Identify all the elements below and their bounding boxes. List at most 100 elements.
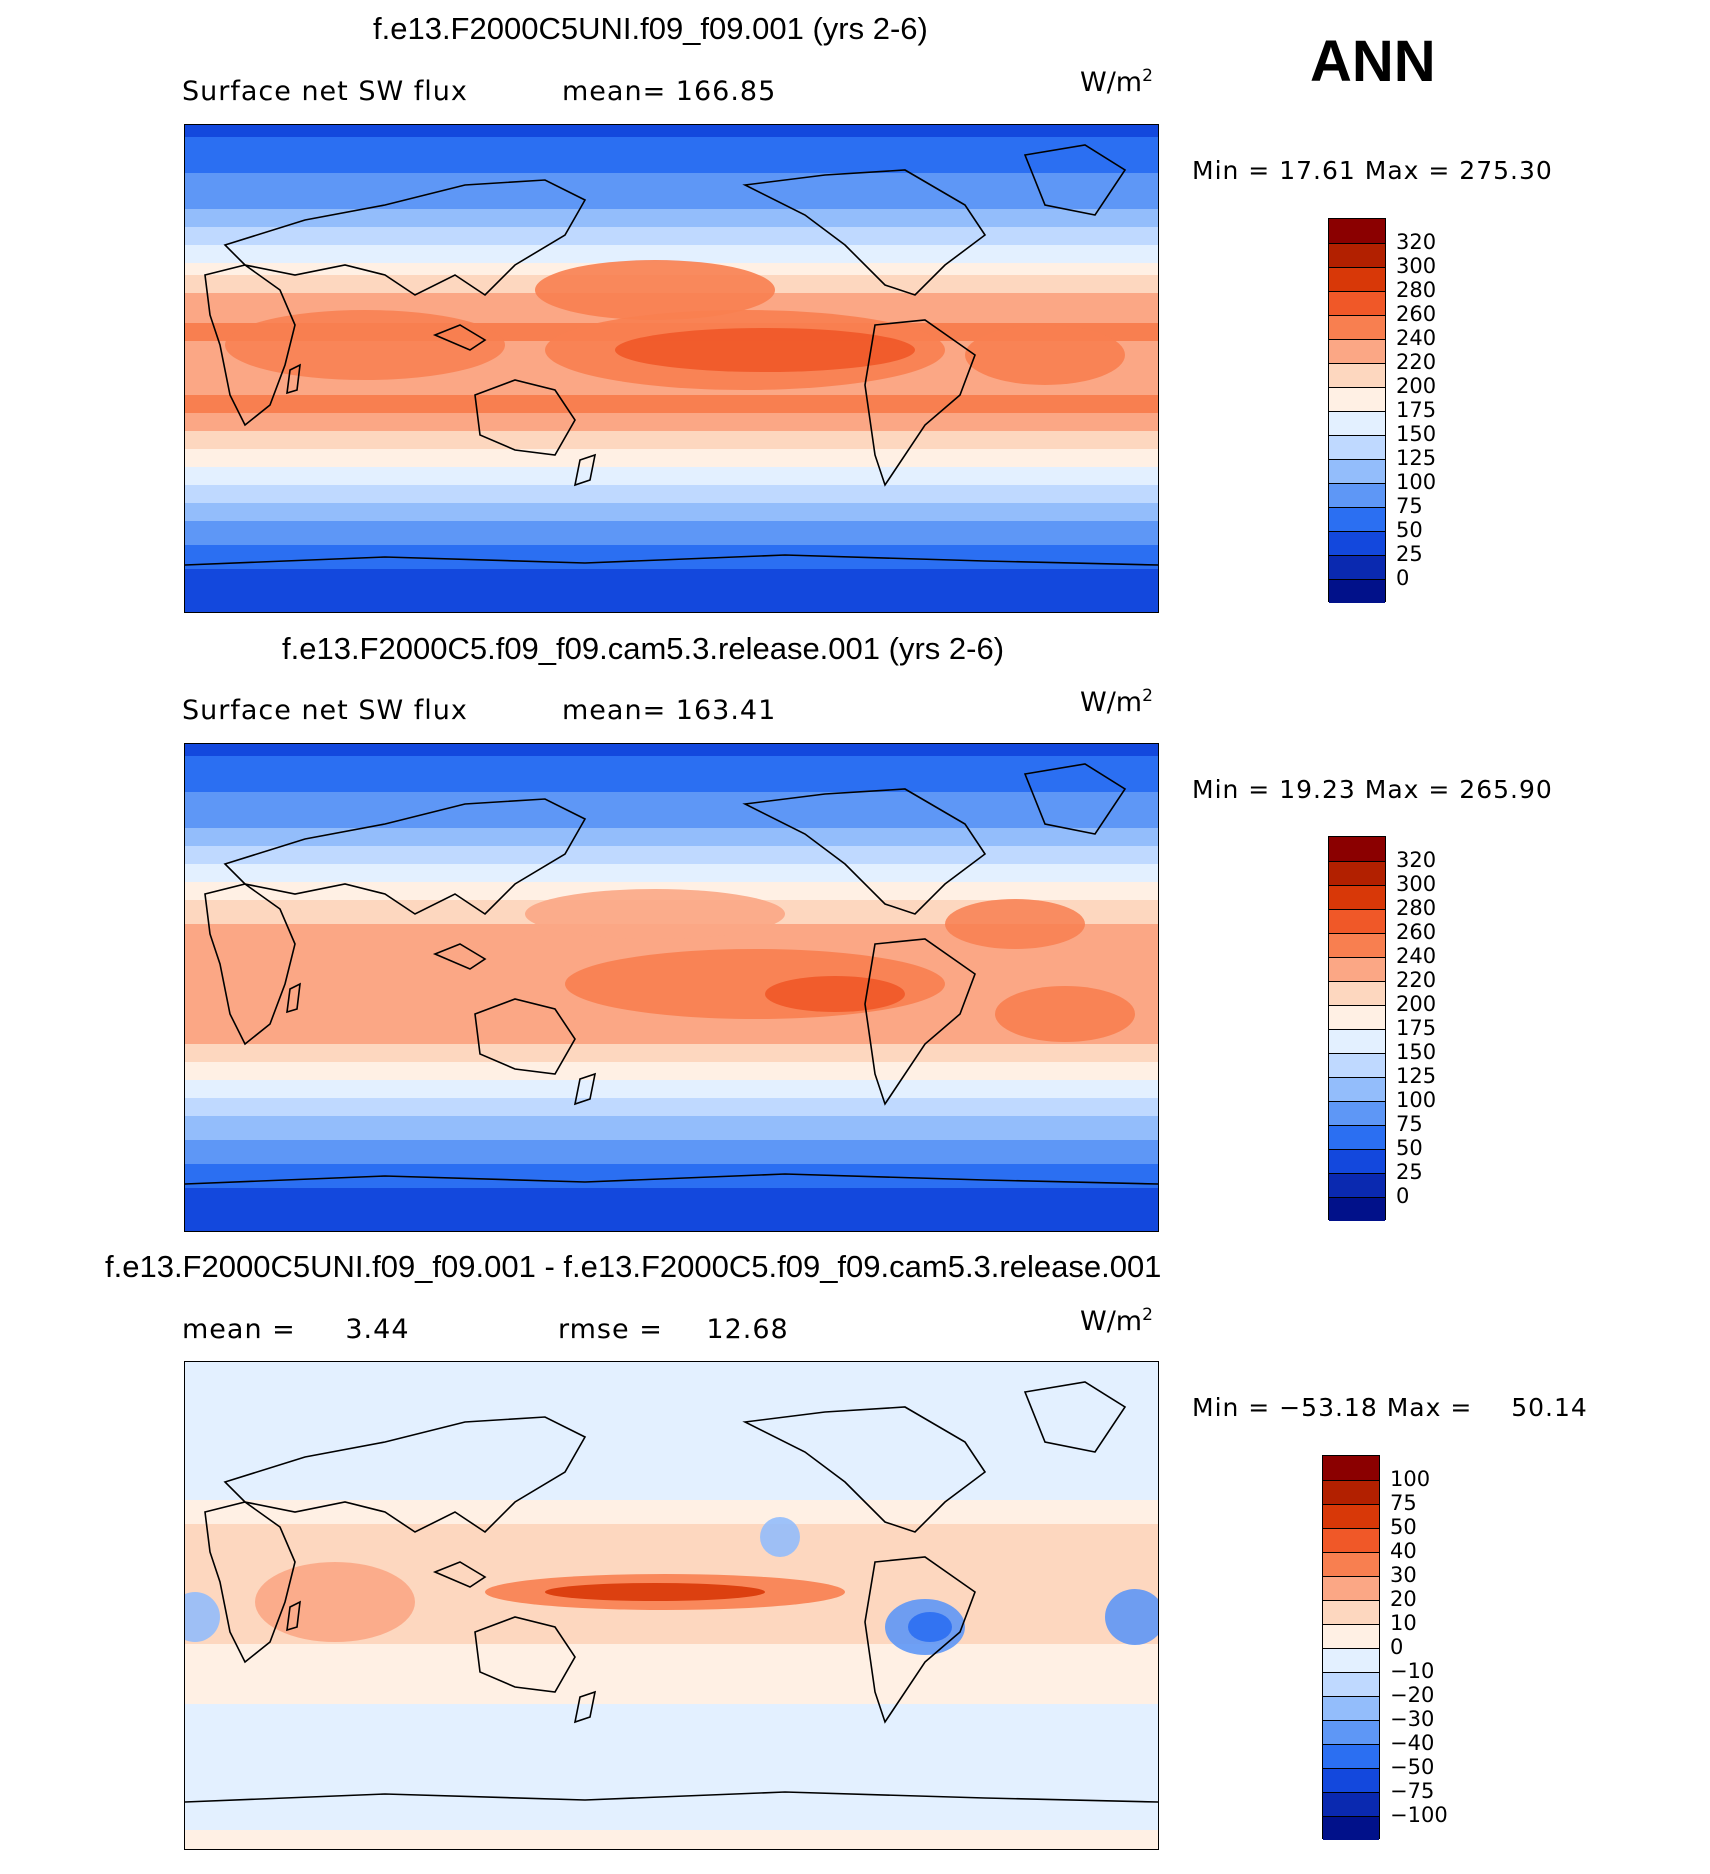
panel1-units-base: W/m bbox=[1080, 67, 1143, 98]
panel2-npac-max bbox=[525, 889, 785, 939]
zonal-band bbox=[185, 515, 1158, 522]
colorbar-tick-label: 75 bbox=[1396, 1112, 1423, 1136]
panel1-mean: mean= 166.85 bbox=[562, 76, 776, 107]
coast-maritime bbox=[432, 1561, 487, 1588]
zonal-band bbox=[185, 1092, 1158, 1099]
zonal-band bbox=[185, 876, 1158, 883]
zonal-band bbox=[185, 239, 1158, 246]
zonal-band bbox=[185, 587, 1158, 594]
zonal-band bbox=[185, 1776, 1158, 1783]
colorbar-tick-label: 200 bbox=[1396, 374, 1437, 398]
panel2-map-svg bbox=[185, 744, 1158, 1231]
colorbar-tick-label: 300 bbox=[1396, 872, 1437, 896]
zonal-band bbox=[185, 461, 1158, 468]
zonal-band bbox=[185, 1062, 1158, 1069]
panel3-rmse: rmse = 12.68 bbox=[558, 1314, 789, 1345]
colorbar-tick-label: 40 bbox=[1390, 1539, 1417, 1563]
panel1-mean-value: 166.85 bbox=[675, 76, 777, 107]
zonal-band bbox=[185, 1794, 1158, 1801]
colorbar-tick-label: 50 bbox=[1396, 1136, 1423, 1160]
panel3-samerica-core bbox=[908, 1612, 952, 1642]
colorbar-tick-label: 125 bbox=[1396, 446, 1437, 470]
panel2-max-label: Max = bbox=[1364, 775, 1451, 804]
zonal-band bbox=[185, 1116, 1158, 1123]
colorbar-segment bbox=[1329, 411, 1385, 435]
colorbar-segment bbox=[1329, 861, 1385, 885]
panel2-mean-label: mean= bbox=[562, 695, 667, 726]
zonal-band bbox=[185, 1146, 1158, 1153]
zonal-band bbox=[185, 497, 1158, 504]
colorbar-tick-label: 260 bbox=[1396, 302, 1437, 326]
panel2-units-base: W/m bbox=[1080, 687, 1143, 718]
zonal-band bbox=[185, 251, 1158, 258]
colorbar-segment bbox=[1329, 435, 1385, 459]
colorbar-segment bbox=[1329, 1029, 1385, 1053]
colorbar-segment bbox=[1329, 933, 1385, 957]
panel2-minmax: Min = 19.23 Max = 265.90 bbox=[1192, 775, 1553, 804]
zonal-band bbox=[185, 395, 1158, 402]
zonal-band bbox=[185, 1728, 1158, 1735]
colorbar-tick-label: 150 bbox=[1396, 422, 1437, 446]
colorbar-segment bbox=[1323, 1696, 1379, 1720]
colorbar-tick-label: 100 bbox=[1396, 470, 1437, 494]
zonal-band bbox=[185, 209, 1158, 216]
zonal-band bbox=[185, 1080, 1158, 1087]
zonal-band bbox=[185, 744, 1158, 751]
panel1-units-exp: 2 bbox=[1142, 66, 1153, 86]
colorbar-segment bbox=[1329, 219, 1385, 243]
coast-newzealand bbox=[573, 453, 597, 487]
coast-australia bbox=[474, 998, 576, 1075]
panel1-max-label: Max = bbox=[1364, 156, 1451, 185]
zonal-band bbox=[185, 1044, 1158, 1051]
zonal-band bbox=[185, 1548, 1158, 1555]
zonal-band bbox=[185, 858, 1158, 865]
zonal-band bbox=[185, 1032, 1158, 1039]
zonal-band bbox=[185, 1752, 1158, 1759]
zonal-band bbox=[185, 389, 1158, 396]
zonal-band bbox=[185, 1686, 1158, 1693]
zonal-band bbox=[185, 1434, 1158, 1441]
panel3-map bbox=[184, 1361, 1159, 1850]
zonal-band bbox=[185, 149, 1158, 156]
colorbar-tick-label: 30 bbox=[1390, 1563, 1417, 1587]
zonal-band bbox=[185, 137, 1158, 144]
zonal-band bbox=[185, 1674, 1158, 1681]
colorbar-tick-label: 75 bbox=[1390, 1491, 1417, 1515]
panel2-variable: Surface net SW flux bbox=[182, 695, 468, 726]
colorbar-tick-label: 20 bbox=[1390, 1587, 1417, 1611]
zonal-band bbox=[185, 1458, 1158, 1465]
zonal-band bbox=[185, 816, 1158, 823]
zonal-band bbox=[185, 431, 1158, 438]
panel2-tropical-maxima bbox=[525, 889, 1135, 1042]
coast-newzealand bbox=[573, 1072, 597, 1106]
zonal-band bbox=[185, 1638, 1158, 1645]
zonal-band bbox=[185, 581, 1158, 588]
panel3-east-negative bbox=[1105, 1589, 1158, 1645]
zonal-band bbox=[185, 768, 1158, 775]
zonal-band bbox=[185, 1746, 1158, 1753]
zonal-band bbox=[185, 1830, 1158, 1837]
zonal-band bbox=[185, 1140, 1158, 1147]
colorbar-segment bbox=[1329, 243, 1385, 267]
colorbar-segment bbox=[1329, 957, 1385, 981]
zonal-band bbox=[185, 1470, 1158, 1477]
panel1-min-value: 17.61 bbox=[1279, 156, 1356, 185]
colorbar-segment bbox=[1323, 1768, 1379, 1792]
zonal-band bbox=[185, 1026, 1158, 1033]
zonal-band bbox=[185, 1452, 1158, 1459]
colorbar-segment bbox=[1329, 579, 1385, 603]
colorbar-tick-label: 0 bbox=[1390, 1635, 1404, 1659]
zonal-band bbox=[185, 1038, 1158, 1045]
panel3-rmse-label: rmse = bbox=[558, 1314, 663, 1345]
colorbar-segment bbox=[1329, 885, 1385, 909]
colorbar-tick-label: 240 bbox=[1396, 944, 1437, 968]
zonal-band bbox=[185, 1566, 1158, 1573]
zonal-band bbox=[185, 245, 1158, 252]
zonal-band bbox=[185, 539, 1158, 546]
coast-samerica bbox=[864, 319, 976, 487]
zonal-band bbox=[185, 1650, 1158, 1657]
colorbar-tick-label: 175 bbox=[1396, 398, 1437, 422]
panel1-title: f.e13.F2000C5UNI.f09_f09.001 (yrs 2-6) bbox=[373, 11, 928, 46]
panel3-pac-core bbox=[545, 1583, 765, 1601]
zonal-band bbox=[185, 227, 1158, 234]
